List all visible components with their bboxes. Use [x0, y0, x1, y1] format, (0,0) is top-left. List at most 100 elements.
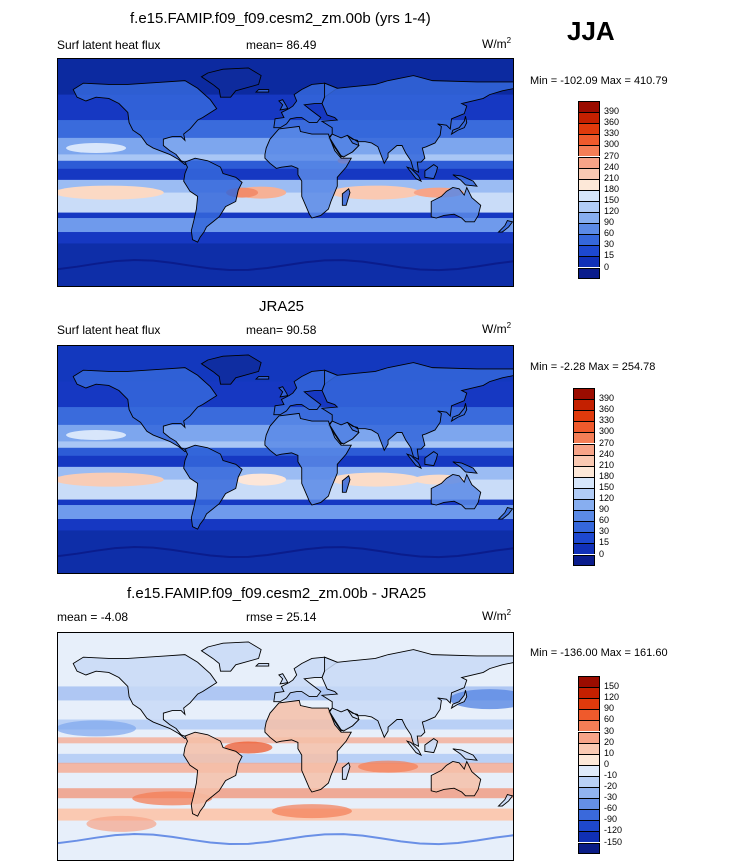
panel2-map: [57, 345, 514, 574]
panel3-coastline-iceland: [254, 663, 270, 667]
panel2-colorbar-tick-label: 210: [599, 459, 615, 470]
panel3-map-svg: [58, 633, 513, 860]
panel1-units: W/m2: [482, 36, 511, 51]
panel2-mean-label: mean=: [246, 323, 284, 337]
panel3-colorbar-box: [578, 842, 600, 854]
panel2-colorbar-tick-label: 30: [599, 526, 610, 537]
panel1-coastline-japan: [450, 116, 468, 136]
panel2-coastline-africa: [264, 412, 353, 506]
panel3-minmax: Min = -136.00 Max = 161.60: [530, 647, 668, 659]
panel1-colorbar-box: [578, 145, 600, 157]
panel3-rmse-stat: rmse = 25.14: [246, 610, 316, 624]
panel1-variable-label: Surf latent heat flux: [57, 38, 161, 52]
panel3-rmse-value: 25.14: [286, 610, 317, 624]
panel1-coastline-sumatra: [405, 166, 423, 183]
panel3-colorbar-box: [578, 787, 600, 799]
panel2-units: W/m2: [482, 321, 511, 336]
panel1-colorbar-tick-label: 15: [604, 250, 615, 261]
panel1-map: [57, 58, 514, 287]
panel1-coastline-australia: [430, 186, 482, 223]
panel2-variable-label: Surf latent heat flux: [57, 323, 161, 337]
panel2-colorbar-tick-label: 240: [599, 448, 615, 459]
panel3-coastline-madagascar: [341, 762, 351, 780]
panel2-colorbar-tick-label: 15: [599, 537, 610, 548]
panel2-coastline-north-america: [72, 367, 218, 453]
panel3-colorbar-tick-label: -10: [604, 769, 618, 780]
panel2-coastline-uk: [278, 386, 289, 398]
panel1-mean-value: 86.49: [286, 38, 317, 52]
panel3-colorbar-box: [578, 753, 600, 765]
panel1-coastline-uk: [278, 99, 289, 111]
panel3-pos-anomaly: [271, 804, 352, 819]
panel2-units-base: W/m: [482, 322, 507, 336]
panel3-mean-stat: mean = -4.08: [57, 610, 129, 624]
panel1-colorbar-box: [578, 212, 600, 224]
panel1-colorbar-tick-label: 180: [604, 183, 620, 194]
panel1-subtropical-max: [58, 185, 164, 200]
panel1-coastline-iceland: [254, 89, 270, 93]
panel3-colorbar-tick-label: 10: [604, 747, 615, 758]
panel3-coastline-africa: [264, 699, 353, 793]
panel2-subtropical-max: [58, 472, 164, 487]
panel2-title: JRA25: [259, 298, 305, 315]
panel2-colorbar-tick-label: 150: [599, 481, 615, 492]
panel2-colorbar-box: [573, 465, 595, 477]
panel1-coastline-greenland: [200, 67, 262, 98]
panel2-coastline-madagascar: [341, 475, 351, 493]
panel3-colorbar-tick-label: 30: [604, 725, 615, 736]
panel2-subtropical-max: [330, 472, 421, 487]
panel1-coastline-north-america: [72, 80, 218, 166]
panel2-colorbar-box: [573, 454, 595, 466]
panel2-subtropical-max: [66, 430, 127, 441]
panel2-coastline-japan: [450, 403, 468, 423]
panel1-coastline-arabia: [329, 133, 360, 158]
panel1-colorbar-tick-label: 330: [604, 128, 620, 139]
panel3-colorbar-box: [578, 809, 600, 821]
panel2-coastline-new-guinea: [452, 461, 478, 474]
panel1-colorbar-tick-label: 120: [604, 206, 620, 216]
panel3-colorbar-box: [578, 742, 600, 754]
panel2-map-svg: [58, 346, 513, 573]
panel2-colorbar-tick-label: 360: [599, 404, 615, 415]
panel1-colorbar-box: [578, 223, 600, 235]
panel3-colorbar-tick-label: 90: [604, 703, 615, 714]
panel3-pos-anomaly: [224, 741, 273, 754]
panel2-coastline-borneo: [424, 451, 439, 467]
panel1-colorbar-box: [578, 123, 600, 135]
panel3-neg-anomaly: [58, 720, 137, 737]
panel2-units-exp: 2: [506, 321, 512, 330]
panel1-mean-label: mean=: [246, 38, 284, 52]
panel3-pos-anomaly: [86, 815, 157, 832]
panel1-colorbar-tick-label: 90: [604, 217, 615, 228]
panel3-colorbar-tick-label: -30: [604, 792, 618, 803]
panel2-coastline-iceland: [254, 376, 270, 380]
panel1-colorbar-box: [578, 267, 600, 279]
panel1-colorbar-box: [578, 234, 600, 246]
panel3-colorbar-tick-label: 0: [604, 758, 610, 769]
panel1-colorbar-tick-label: 390: [604, 106, 620, 117]
panel3-colorbar-box: [578, 820, 600, 832]
panel1-colorbar-box: [578, 245, 600, 257]
panel1-subtropical-max: [330, 185, 421, 200]
panel2-subtropical-max: [236, 473, 287, 486]
panel2-colorbar-box: [573, 443, 595, 455]
panel2-mean-stat: mean= 90.58: [246, 323, 316, 337]
panel2-colorbar-box: [573, 421, 595, 433]
panel1-colorbar-tick-label: 210: [604, 172, 620, 183]
panel2-colorbar-box: [573, 476, 595, 488]
panel1-colorbar-box: [578, 200, 600, 212]
panel3-colorbar-box: [578, 709, 600, 721]
panel1-colorbar-tick-label: 300: [604, 139, 620, 150]
panel2-mean-value: 90.58: [286, 323, 317, 337]
panel1-colorbar-box: [578, 167, 600, 179]
panel3-colorbar-tick-label: -120: [604, 825, 623, 836]
panel1-colorbar-tick-label: 240: [604, 161, 620, 172]
panel1-colorbar-box: [578, 112, 600, 124]
panel2-coastline-arabia: [329, 420, 360, 445]
panel2-colorbar-box: [573, 410, 595, 422]
panel1-coastline-madagascar: [341, 188, 351, 206]
panel3-units-exp: 2: [506, 608, 512, 617]
panel1-colorbar-tick-label: 270: [604, 150, 620, 161]
panel2-colorbar-box: [573, 554, 595, 566]
panel3-colorbar-box: [578, 798, 600, 810]
